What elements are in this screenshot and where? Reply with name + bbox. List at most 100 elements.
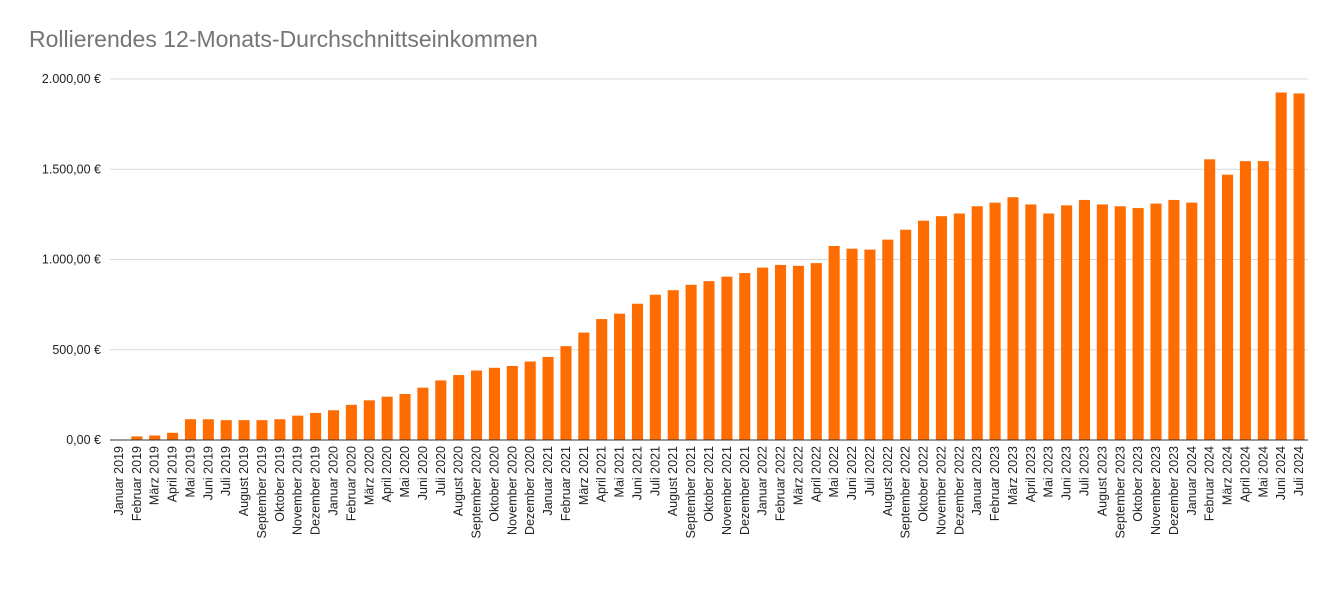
bar [1078,199,1091,440]
x-tick-label: Oktober 2020 [487,446,501,522]
bar [918,220,930,440]
x-tick-label: Januar 2019 [112,446,126,516]
x-tick-label: Oktober 2021 [702,446,716,522]
bar [1096,204,1108,440]
bar [953,213,965,440]
bar [327,410,340,440]
x-tick-label: Juli 2023 [1077,446,1091,496]
bar [274,419,286,440]
x-tick-label: August 2023 [1095,446,1109,516]
bar [1168,199,1180,440]
x-tick-label: Mai 2024 [1256,446,1270,497]
bar [381,396,393,440]
x-tick-label: Oktober 2023 [1131,446,1145,522]
x-tick-label: Mai 2021 [613,446,627,497]
x-tick-label: Juni 2022 [845,446,859,500]
x-tick-label: Februar 2019 [130,446,144,521]
x-tick-label: November 2021 [720,446,734,535]
x-tick-label: Februar 2021 [559,446,573,521]
x-tick-label: Januar 2021 [541,446,555,516]
bar [1007,197,1019,440]
bar [1204,159,1216,440]
x-tick-label: Juni 2020 [416,446,430,500]
bar [1061,205,1073,440]
x-tick-label: Dezember 2020 [523,446,537,535]
x-tick-label: April 2023 [1024,446,1038,502]
x-tick-label: Juni 2024 [1274,446,1288,500]
y-tick-label: 1.000,00 € [42,253,101,267]
x-tick-label: November 2022 [934,446,948,535]
bar [792,265,804,440]
bar [864,249,876,440]
x-tick-label: September 2022 [899,446,913,538]
bar [596,319,608,440]
bar [506,365,518,440]
x-tick-label: Juli 2024 [1292,446,1306,496]
y-tick-label: 500,00 € [52,343,101,357]
x-tick-label: April 2021 [595,446,609,502]
x-tick-label: August 2022 [881,446,895,516]
bar [703,281,715,440]
bar [649,294,661,440]
x-tick-label: September 2020 [470,446,484,538]
x-tick-label: März 2019 [148,446,162,505]
x-tick-label: Dezember 2023 [1167,446,1181,535]
bar [828,245,840,440]
bar [1150,203,1162,440]
bar [1221,174,1234,441]
bar [256,420,268,440]
x-tick-label: März 2024 [1221,446,1235,505]
bar [971,206,983,440]
bar [1257,161,1269,440]
x-tick-label: Juni 2023 [1060,446,1074,500]
bar [560,346,572,440]
x-tick-label: Mai 2022 [827,446,841,497]
x-tick-label: Mai 2020 [398,446,412,497]
x-tick-label: November 2019 [291,446,305,535]
x-tick-label: November 2020 [505,446,519,535]
x-tick-label: Januar 2024 [1185,446,1199,516]
x-tick-label: Dezember 2019 [309,446,323,535]
x-tick-label: Oktober 2019 [273,446,287,522]
x-tick-label: Mai 2023 [1042,446,1056,497]
bar [167,432,179,440]
bar [667,290,679,440]
bar [131,436,143,440]
bar [292,415,304,440]
x-tick-label: Juli 2022 [863,446,877,496]
bar [363,400,375,440]
y-tick-label: 1.500,00 € [42,162,101,176]
x-tick-label: März 2023 [1006,446,1020,505]
bar [542,356,554,440]
x-tick-label: Dezember 2022 [952,446,966,535]
x-tick-label: Mai 2019 [183,446,197,497]
bar [757,267,769,440]
bar [220,420,232,440]
bar [184,419,197,440]
bar [989,202,1001,440]
bar [882,239,894,440]
bar [399,393,411,440]
bar [1186,202,1198,440]
x-tick-label: März 2022 [791,446,805,505]
x-tick-label: Juni 2019 [201,446,215,500]
x-tick-label: Juli 2020 [434,446,448,496]
x-tick-label: April 2024 [1238,446,1252,502]
bar [417,387,429,440]
bar [149,435,161,440]
x-tick-label: Januar 2020 [327,446,341,516]
bar [935,216,947,440]
x-tick-label: Oktober 2022 [917,446,931,522]
y-tick-label: 2.000,00 € [42,72,101,86]
x-tick-label: August 2020 [452,446,466,516]
x-tick-label: Januar 2023 [970,446,984,516]
bar [631,303,644,440]
bar [524,361,536,440]
x-tick-label: Juli 2019 [219,446,233,496]
x-tick-label: März 2021 [577,446,591,505]
x-tick-label: August 2019 [237,446,251,516]
x-tick-label: September 2023 [1113,446,1127,538]
bar [578,332,590,440]
bar [739,273,751,440]
